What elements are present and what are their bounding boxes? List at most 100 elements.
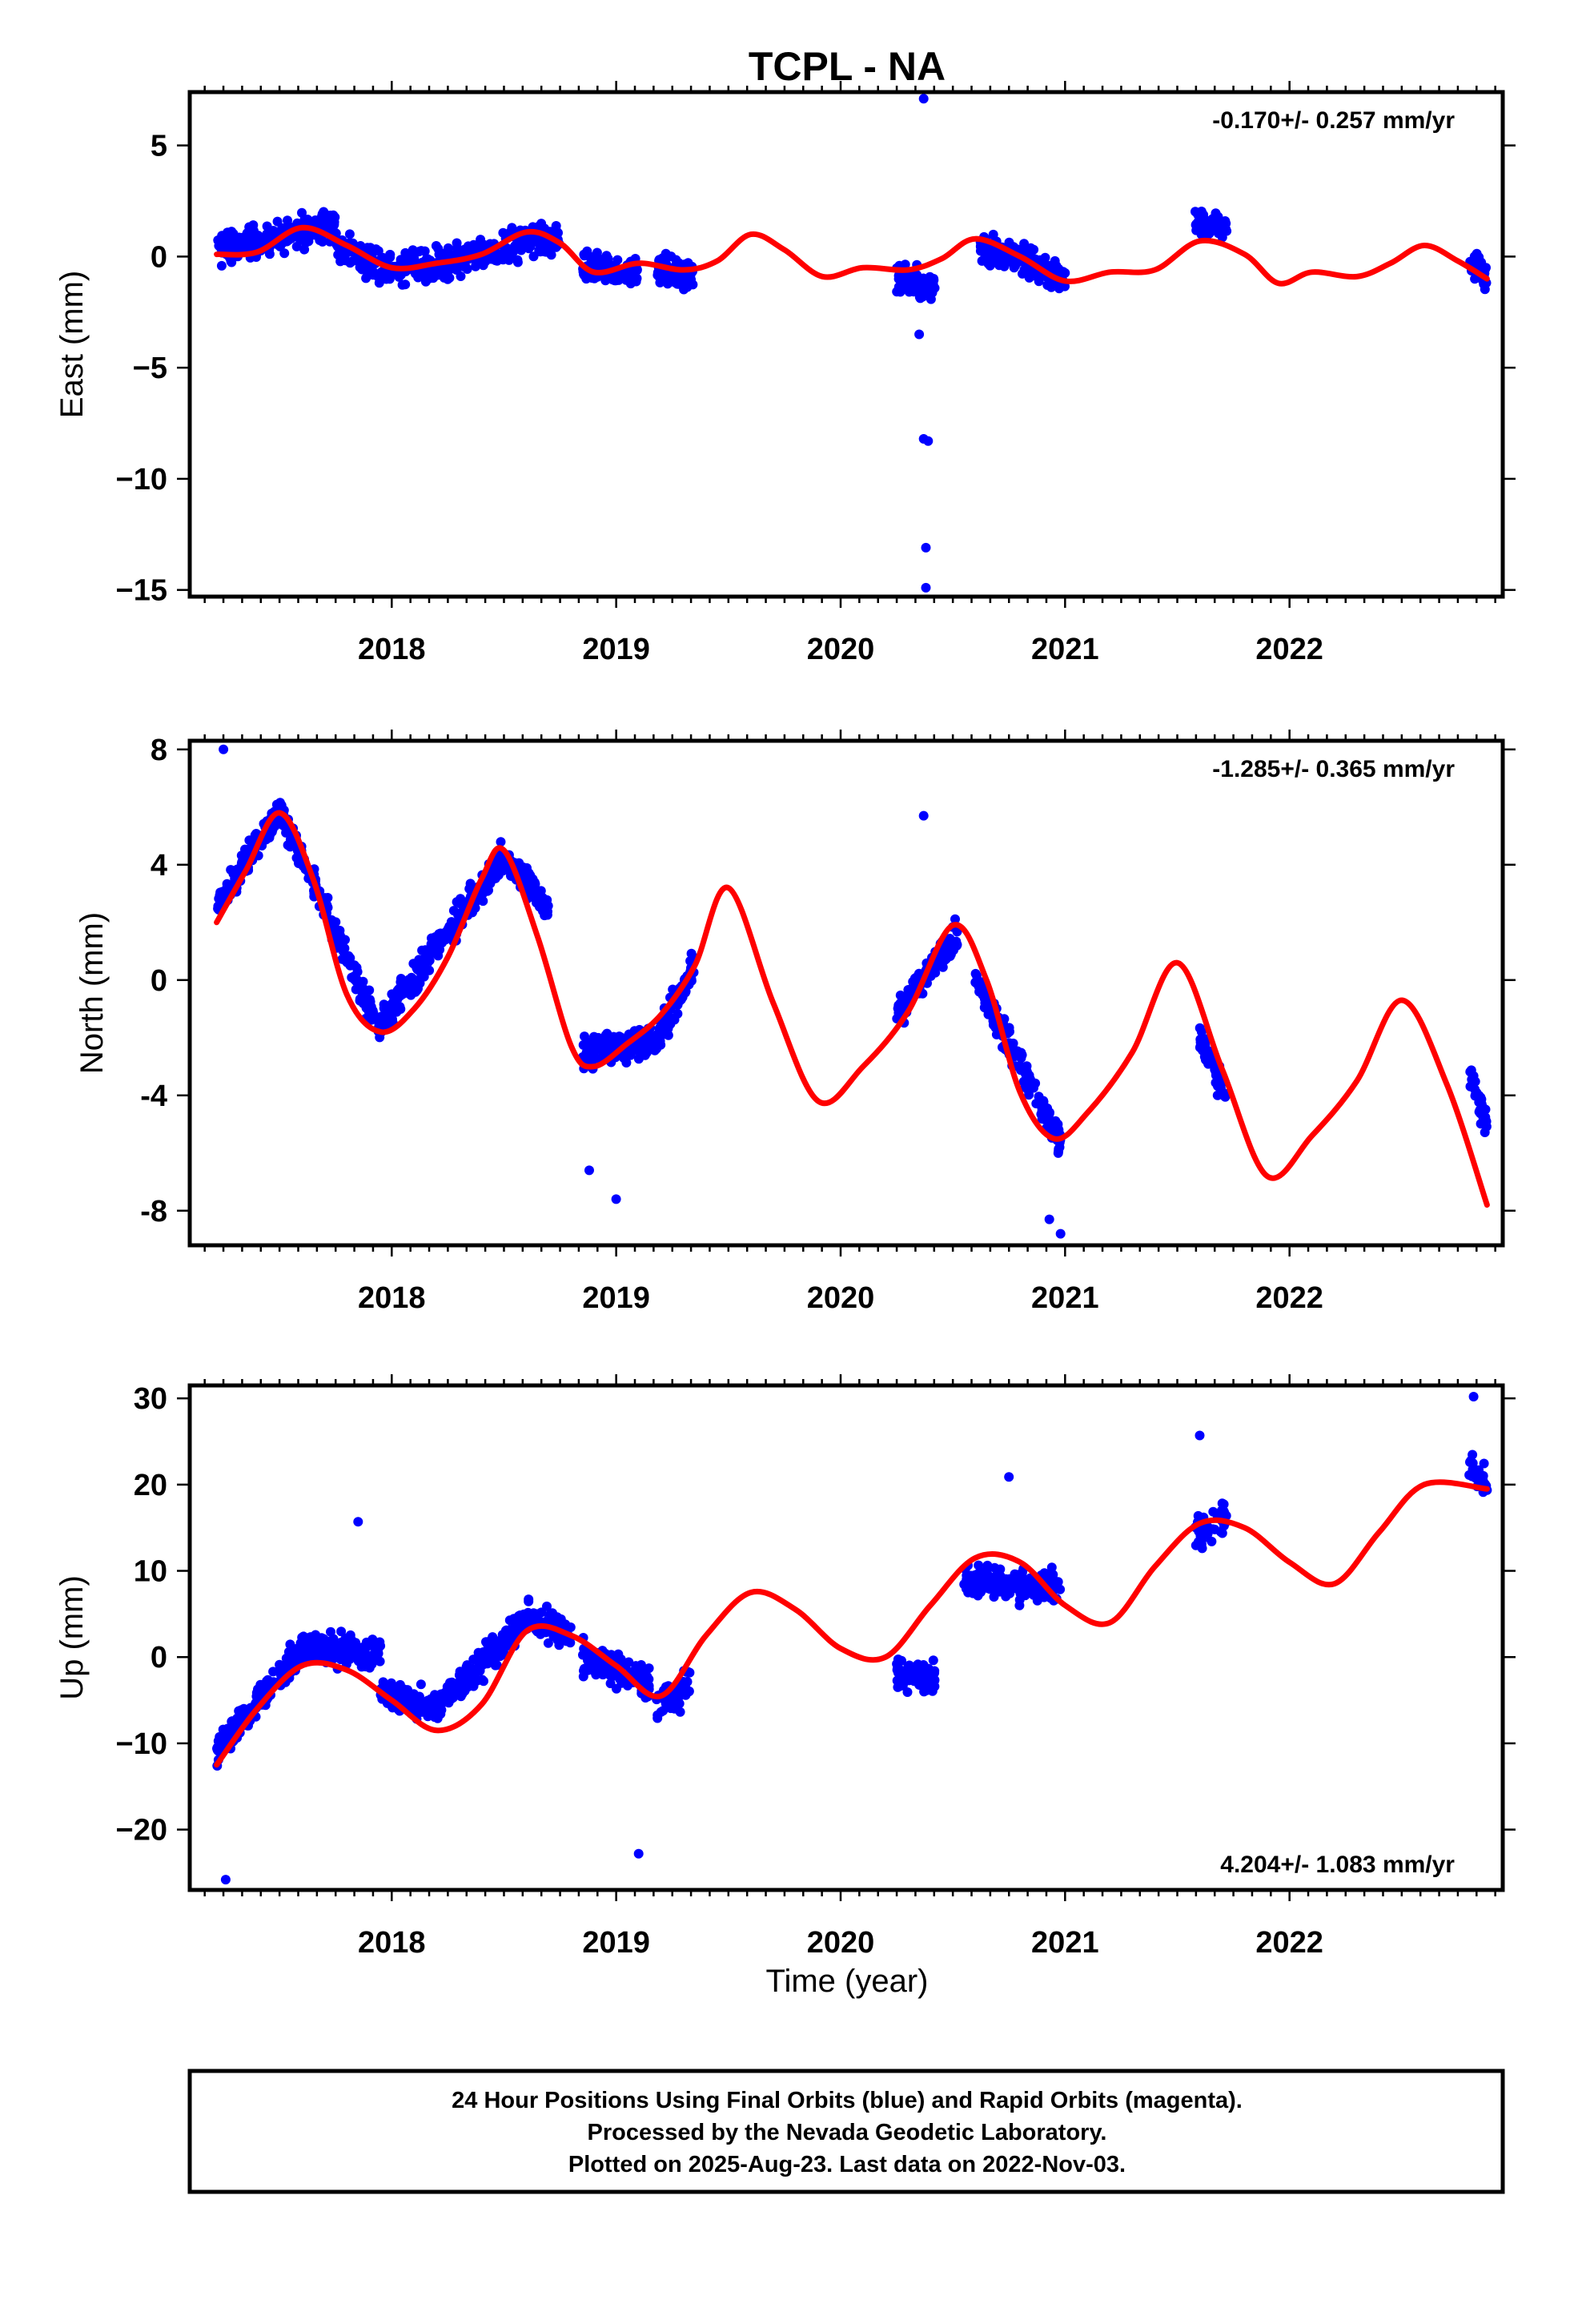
up-data-point [478, 1647, 488, 1657]
east-data-point [900, 259, 910, 270]
up-x-tick-label: 2018 [358, 1926, 426, 1960]
east-data-point [468, 239, 479, 250]
north-x-tick-label: 2022 [1255, 1281, 1323, 1315]
north-x-tick-label: 2020 [807, 1281, 875, 1315]
up-data-point [422, 1700, 432, 1711]
north-y-tick-label: -8 [140, 1195, 167, 1228]
up-data-point [1046, 1562, 1057, 1573]
east-data-point [902, 283, 913, 294]
up-y-tick-label: −20 [116, 1814, 167, 1848]
north-data-point [244, 835, 255, 846]
up-data-point [268, 1667, 279, 1677]
up-data-point [902, 1687, 913, 1697]
north-data-point [432, 932, 442, 943]
east-data-point [244, 222, 255, 232]
east-data-point [436, 248, 447, 259]
east-data-point [1018, 268, 1027, 279]
east-data-point [408, 245, 418, 255]
up-data-point [289, 1647, 299, 1657]
east-data-point [1210, 225, 1220, 235]
up-data-point [255, 1679, 266, 1690]
north-data-point [1038, 1097, 1049, 1107]
north-data-point [521, 877, 532, 887]
east-data-point [907, 275, 917, 286]
east-data-point [507, 223, 517, 233]
up-data-point [640, 1678, 649, 1687]
up-data-point [367, 1634, 378, 1645]
east-data-point [347, 256, 358, 267]
up-data-point [990, 1562, 1000, 1573]
east-outlier-point [918, 94, 929, 104]
north-y-tick-label: 8 [151, 734, 167, 767]
up-data-point [596, 1666, 607, 1676]
north-data-point [338, 946, 348, 956]
north-data-point [275, 798, 285, 808]
north-data-point [946, 949, 956, 959]
north-data-point [478, 896, 488, 907]
up-data-point [423, 1711, 433, 1722]
east-data-point [1480, 284, 1490, 295]
north-data-point [673, 999, 683, 1010]
up-data-point [455, 1667, 465, 1677]
up-data-point [236, 1705, 247, 1715]
up-data-point [457, 1689, 468, 1699]
east-data-point [410, 268, 420, 279]
up-data-point [495, 1651, 505, 1662]
north-data-point [1476, 1094, 1487, 1104]
up-data-point [444, 1689, 455, 1699]
north-data-point [1016, 1053, 1026, 1063]
up-data-point [974, 1570, 985, 1580]
north-data-point [580, 1054, 591, 1064]
east-data-point [994, 260, 1005, 271]
east-data-point [1002, 256, 1013, 266]
up-y-tick-label: 20 [134, 1469, 167, 1502]
north-data-point [1467, 1075, 1477, 1084]
east-data-point [661, 248, 671, 259]
east-data-point [420, 246, 430, 256]
east-data-point [654, 255, 665, 265]
east-data-point [688, 279, 698, 290]
up-data-point [1048, 1573, 1058, 1583]
up-model-curve [214, 1479, 1490, 1768]
up-data-point [227, 1716, 237, 1727]
north-data-point [624, 1047, 634, 1057]
east-y-tick-label: −10 [116, 463, 167, 497]
north-data-point [640, 1035, 651, 1046]
east-data-point [222, 232, 232, 243]
north-outlier-point [1055, 1228, 1066, 1239]
east-data-point [1060, 267, 1070, 278]
north-data-point [1210, 1064, 1220, 1075]
east-data-point [216, 260, 227, 271]
up-data-point [624, 1657, 634, 1667]
up-data-point [360, 1642, 371, 1653]
up-outlier-point [220, 1875, 231, 1885]
north-data-point [275, 815, 285, 826]
north-data-point [1220, 1092, 1231, 1102]
up-data-point [475, 1666, 485, 1676]
east-data-point [223, 243, 233, 253]
north-data-point [1200, 1037, 1210, 1047]
north-outlier-point [584, 1165, 594, 1176]
east-panel: 2018 2019 2020 2021 2022 5 0 −5 −10 −15 East (mm) -… [54, 81, 1516, 666]
east-y-tick-label: 0 [151, 240, 167, 274]
north-data-point [970, 968, 981, 979]
north-data-point [426, 939, 436, 949]
up-data-point [997, 1578, 1007, 1588]
north-data-point [896, 1006, 906, 1016]
east-data-point [272, 216, 283, 227]
east-data-point [596, 255, 606, 265]
up-data-point [485, 1636, 496, 1647]
east-outlier-point [923, 436, 934, 446]
up-data-point [529, 1615, 540, 1626]
north-data-point [356, 985, 367, 995]
north-data-point [947, 937, 957, 947]
east-data-point [632, 265, 642, 275]
footer-line-1: 24 Hour Positions Using Final Orbits (bl… [452, 2088, 1243, 2113]
up-data-point [1219, 1499, 1229, 1510]
east-data-point [1054, 283, 1064, 294]
north-data-point [323, 893, 333, 903]
up-data-point [672, 1696, 682, 1707]
up-data-point [406, 1693, 416, 1703]
north-data-point [1018, 1076, 1029, 1087]
north-data-point [600, 1035, 610, 1046]
